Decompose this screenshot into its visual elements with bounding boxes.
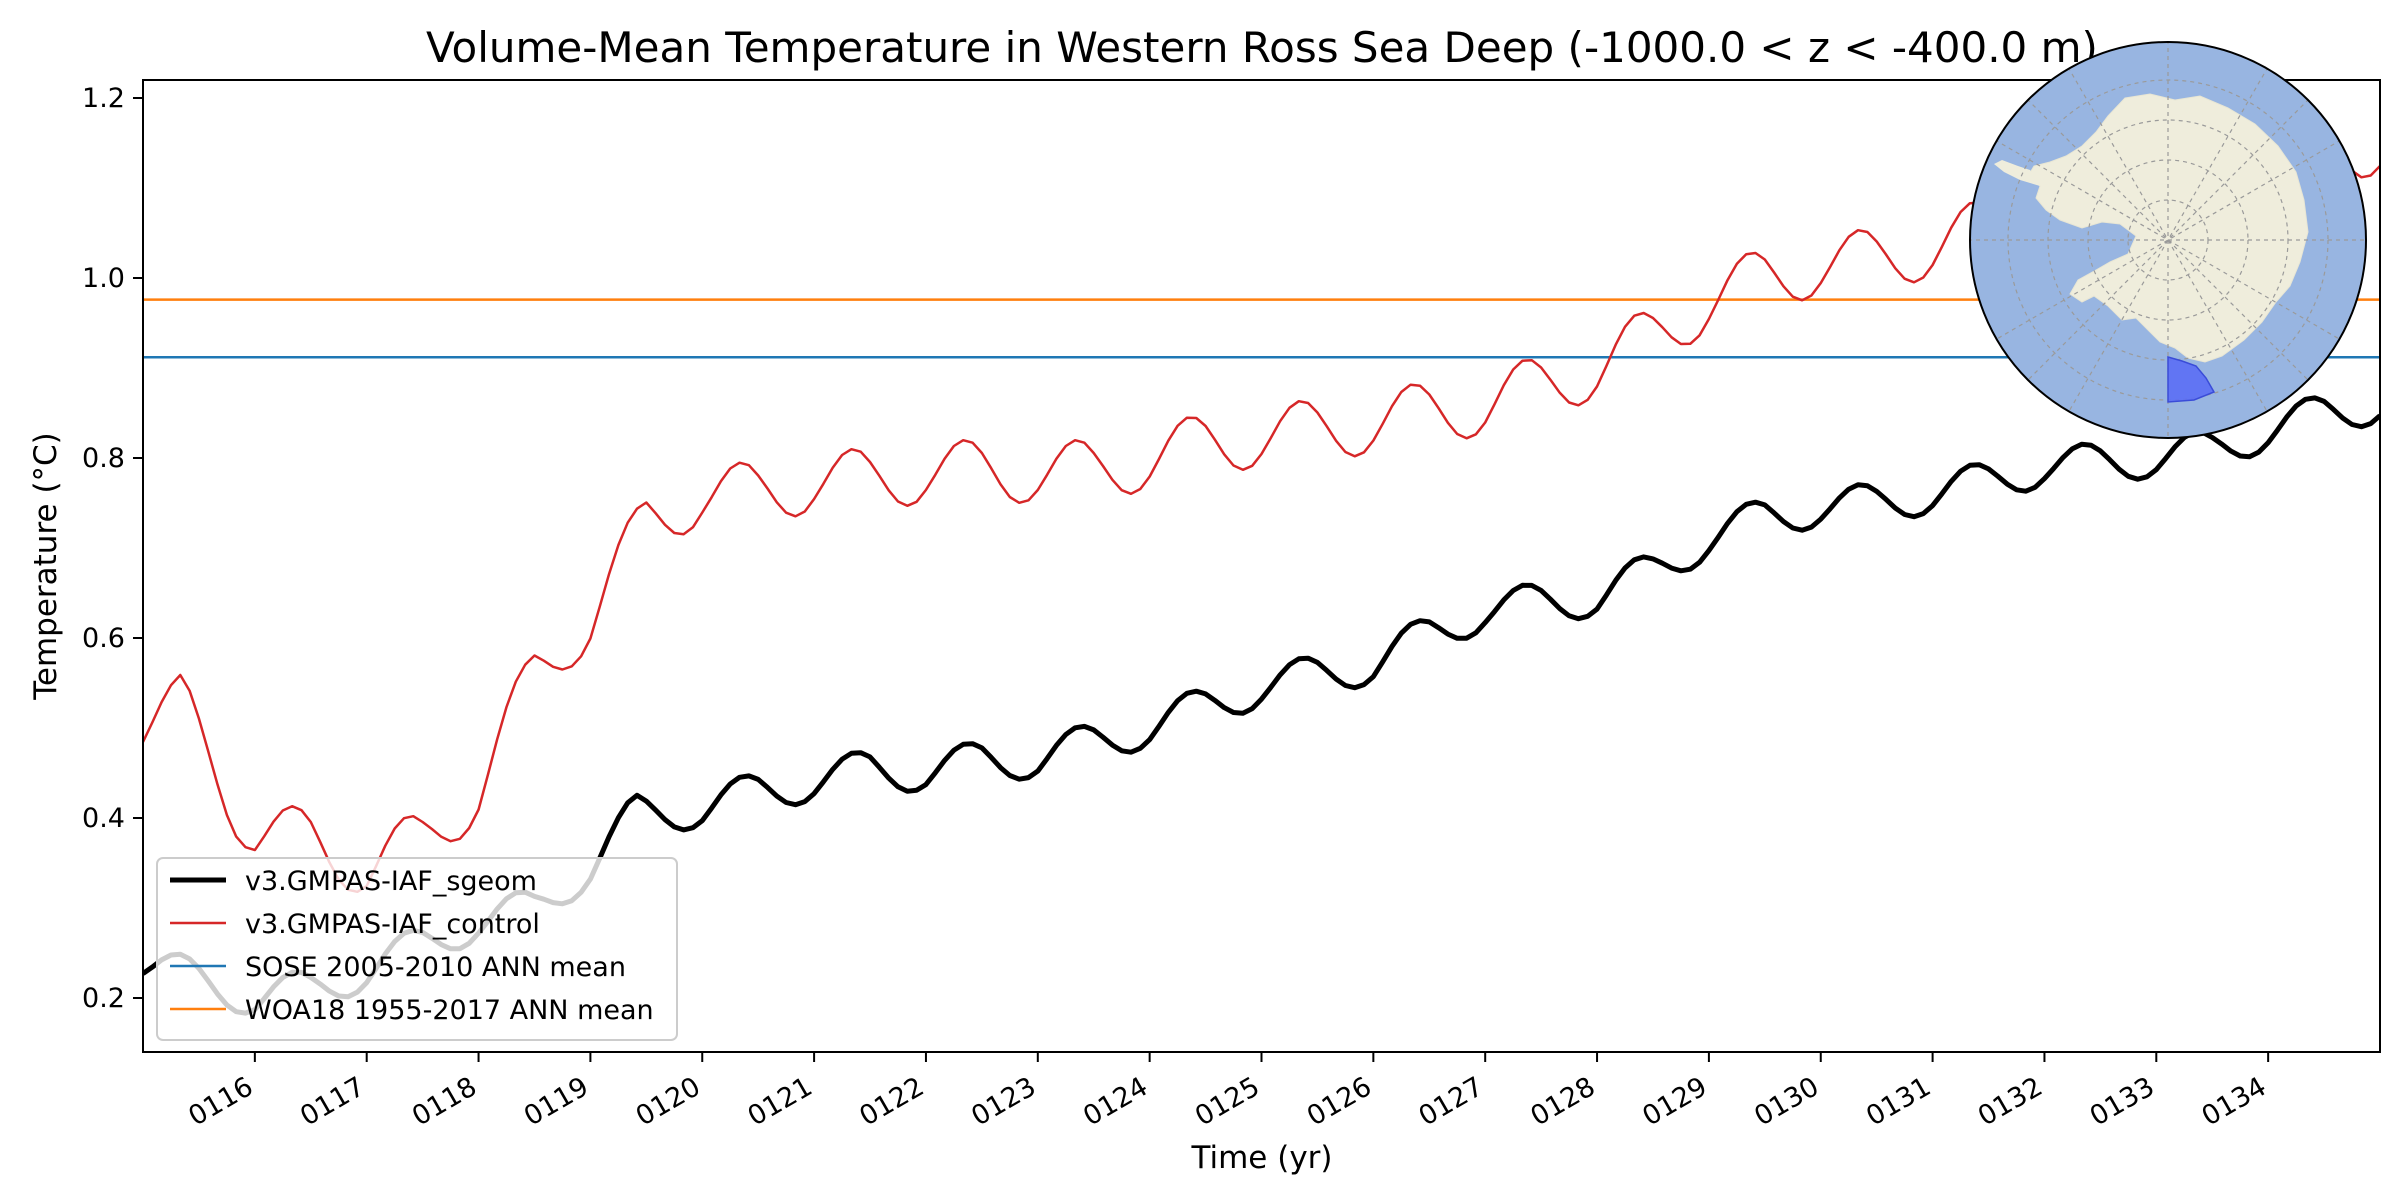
legend-label-sose: SOSE 2005-2010 ANN mean	[245, 952, 626, 983]
legend-label-woa: WOA18 1955-2017 ANN mean	[245, 995, 654, 1026]
x-tick-label: 0120	[631, 1071, 706, 1132]
x-tick-label: 0128	[1526, 1071, 1601, 1132]
x-tick-label: 0130	[1749, 1071, 1824, 1132]
y-tick-label: 1.2	[82, 83, 125, 114]
y-axis-label: Temperature (°C)	[28, 432, 64, 701]
x-axis-label: Time (yr)	[1191, 1140, 1333, 1176]
x-tick-label: 0116	[183, 1071, 258, 1132]
x-tick-label: 0118	[407, 1071, 482, 1132]
x-tick-label: 0124	[1078, 1071, 1153, 1132]
x-tick-label: 0132	[1973, 1071, 2048, 1132]
y-tick-label: 0.8	[82, 443, 125, 474]
inset-border	[1969, 41, 2367, 439]
legend-label-sgeom: v3.GMPAS-IAF_sgeom	[245, 866, 537, 897]
y-tick-label: 1.0	[82, 263, 125, 294]
graticule	[1970, 42, 2366, 438]
x-tick-label: 0122	[854, 1071, 929, 1132]
y-axis-ticks: 0.2 0.4 0.6 0.8 1.0 1.2	[82, 83, 143, 1014]
antarctic-peninsula	[1994, 160, 2040, 186]
x-tick-label: 0131	[1861, 1071, 1936, 1132]
x-tick-label: 0121	[743, 1071, 818, 1132]
y-tick-label: 0.2	[82, 983, 125, 1014]
x-tick-label: 0126	[1302, 1071, 1377, 1132]
y-tick-label: 0.6	[82, 623, 125, 654]
x-tick-label: 0133	[2085, 1071, 2160, 1132]
legend-box	[156, 857, 678, 1041]
x-axis-ticks: 0116 0117 0118 0119 0120 0121 0122 0123 0124 0125…	[183, 1052, 2272, 1132]
legend-label-control: v3.GMPAS-IAF_control	[245, 909, 540, 940]
inset-map	[1969, 41, 2367, 439]
x-tick-label: 0117	[295, 1071, 370, 1132]
y-tick-label: 0.4	[82, 803, 125, 834]
x-tick-label: 0123	[966, 1071, 1041, 1132]
chart-title: Volume-Mean Temperature in Western Ross …	[426, 23, 2098, 72]
x-tick-label: 0119	[519, 1071, 594, 1132]
region-highlight	[2167, 356, 2216, 403]
x-tick-label: 0125	[1190, 1071, 1265, 1132]
legend: v3.GMPAS-IAF_sgeom v3.GMPAS-IAF_control …	[156, 857, 678, 1041]
x-tick-label: 0134	[2197, 1071, 2272, 1132]
x-tick-label: 0129	[1637, 1071, 1712, 1132]
x-tick-label: 0127	[1414, 1071, 1489, 1132]
